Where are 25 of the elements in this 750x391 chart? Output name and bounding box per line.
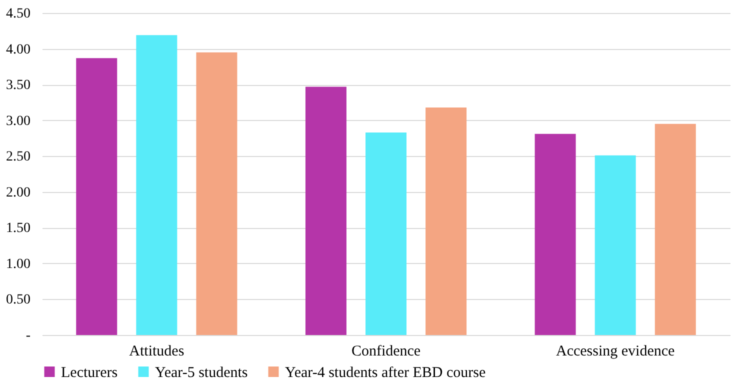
bar [136, 35, 178, 335]
bar [305, 86, 346, 335]
y-tick-label: 2.00 [6, 185, 30, 200]
bar [594, 155, 636, 335]
bar [366, 132, 406, 335]
y-tick-label: 3.50 [6, 78, 30, 94]
x-tick-label: Accessing evidence [556, 344, 676, 360]
y-tick-label: 0.50 [6, 292, 30, 308]
y-tick-label: 4.00 [6, 42, 30, 58]
y-tick-label: - [26, 328, 31, 344]
x-tick-label: Attitudes [129, 344, 184, 360]
x-tick-label: Confidence [351, 344, 421, 360]
bar [76, 58, 118, 335]
legend-label: Lecturers [61, 364, 118, 381]
bar [534, 134, 576, 335]
y-tick-label: 2.50 [6, 150, 30, 165]
y-tick-label: 1.00 [6, 256, 30, 272]
bar [426, 107, 467, 335]
y-tick-label: 4.50 [6, 6, 30, 22]
bar [196, 52, 238, 335]
y-tick-label: 3.00 [6, 114, 30, 129]
legend-label: Year-5 students [155, 364, 248, 381]
bar [654, 124, 696, 335]
y-tick-label: 1.50 [6, 221, 30, 236]
legend-label: Year-4 students after EBD course [285, 364, 486, 381]
